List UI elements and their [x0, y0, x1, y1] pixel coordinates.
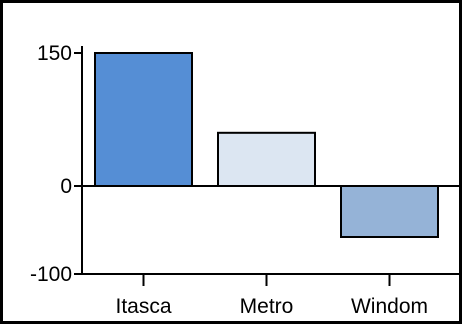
bar-itasca: [94, 52, 193, 187]
bar-windom: [340, 185, 439, 238]
bar-metro: [217, 131, 316, 188]
x-tick-label: Itasca: [115, 295, 171, 318]
y-tick-label: 150: [37, 42, 72, 65]
plot-area: -100 0 150 Itasca Metro Windom: [30, 42, 462, 318]
x-tick-label: Metro: [240, 295, 294, 318]
y-tick-label: -100: [30, 263, 72, 286]
x-tick-label: Windom: [351, 295, 428, 318]
y-tick-label: 0: [60, 175, 72, 198]
